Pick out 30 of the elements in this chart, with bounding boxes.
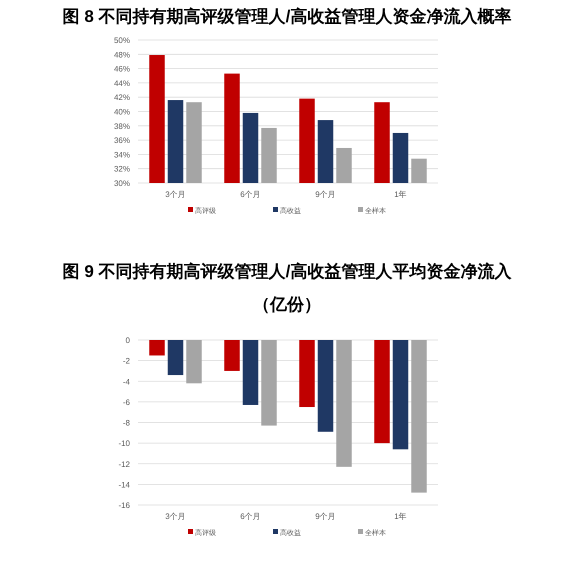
y-tick-label: 38% [114,122,130,131]
x-tick-label: 3个月 [165,512,186,521]
y-tick-label: 48% [114,50,130,60]
x-tick-label: 1年 [394,190,407,199]
chart-title: 图 9 不同持有期高评级管理人/高收益管理人平均资金净流入（亿份） [62,262,512,314]
y-tick-label: -2 [122,356,131,366]
y-tick-label: -16 [118,501,131,510]
y-tick-label: 34% [114,150,130,160]
y-tick-label: 42% [114,93,130,102]
x-tick-label: 9个月 [315,190,336,199]
y-tick-label: 32% [114,164,130,174]
x-tick-label: 1年 [394,512,407,521]
y-tick-label: 44% [114,78,130,88]
y-tick-label: -12 [118,460,131,469]
y-tick-label: -14 [118,480,131,490]
x-tick-label: 3个月 [165,190,186,199]
y-tick-label: -10 [118,439,131,448]
y-tick-label: 46% [114,64,130,74]
y-tick-label: -8 [122,418,131,428]
y-tick-label: -4 [122,377,131,386]
x-tick-label: 6个月 [240,190,261,199]
y-tick-label: 40% [114,108,130,116]
y-tick-label: 30% [114,179,130,188]
x-tick-label: 6个月 [240,512,261,521]
y-tick-label: 0 [126,336,131,345]
y-tick-label: 50% [114,36,130,45]
chart-title: 图 8 不同持有期高评级管理人/高收益管理人资金净流入概率 [62,7,512,26]
y-tick-label: 36% [114,136,130,146]
x-tick-label: 9个月 [315,512,336,521]
y-tick-label: -6 [122,398,131,407]
